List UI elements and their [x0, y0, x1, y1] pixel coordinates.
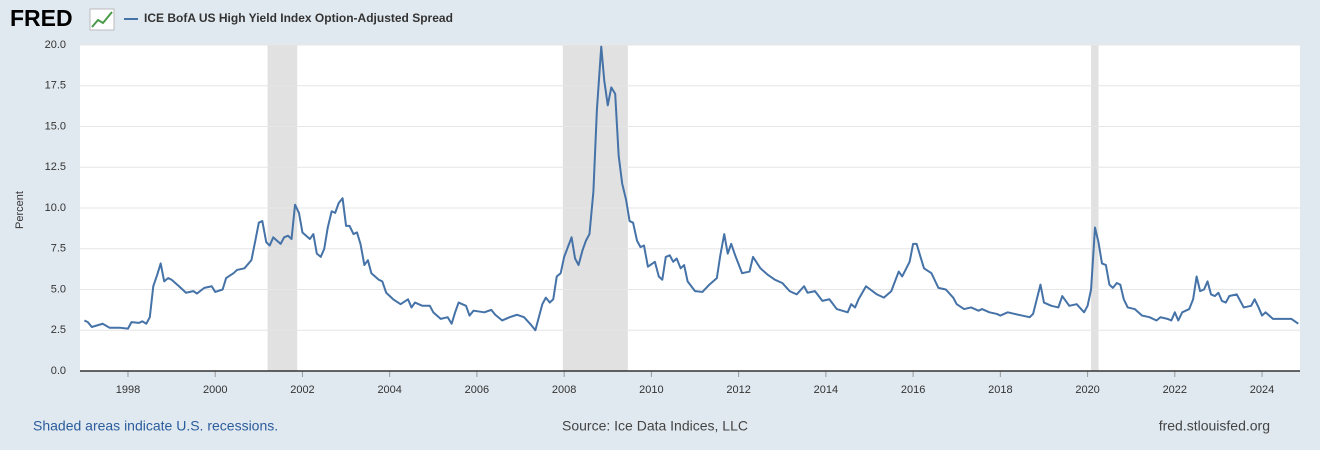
series-line [83, 45, 1299, 332]
x-tick-label: 2002 [290, 384, 314, 396]
y-tick-label: 2.5 [51, 324, 66, 336]
x-tick-label: 2020 [1075, 384, 1099, 396]
legend-label: ICE BofA US High Yield Index Option-Adju… [144, 11, 453, 25]
y-tick-label: 17.5 [45, 80, 66, 92]
logo: FRED [10, 5, 73, 31]
footer-site: fred.stlouisfed.org [1159, 418, 1270, 434]
logo-icon [89, 8, 115, 31]
y-tick-label: 20.0 [45, 39, 66, 51]
y-axis-label: Percent [14, 191, 26, 229]
footer-source: Source: Ice Data Indices, LLC [562, 418, 748, 434]
x-tick-label: 2018 [988, 384, 1012, 396]
x-tick-label: 2024 [1250, 384, 1274, 396]
x-tick-label: 2012 [726, 384, 750, 396]
x-tick-label: 2022 [1163, 384, 1187, 396]
y-tick-label: 12.5 [45, 161, 66, 173]
y-tick-label: 10.0 [45, 202, 66, 214]
y-tick-label: 15.0 [45, 120, 66, 132]
x-tick-label: 2008 [552, 384, 576, 396]
x-tick-label: 1998 [116, 384, 140, 396]
x-tick-label: 2010 [639, 384, 663, 396]
x-tick-label: 2016 [901, 384, 925, 396]
y-tick-label: 5.0 [51, 283, 66, 295]
x-tick-label: 2014 [814, 384, 838, 396]
x-tick-label: 2000 [203, 384, 227, 396]
x-tick-label: 2006 [465, 384, 489, 396]
y-tick-label: 0.0 [51, 365, 66, 377]
y-tick-label: 7.5 [51, 243, 66, 255]
footer-note[interactable]: Shaded areas indicate U.S. recessions. [33, 418, 278, 434]
x-tick-label: 2004 [377, 384, 401, 396]
